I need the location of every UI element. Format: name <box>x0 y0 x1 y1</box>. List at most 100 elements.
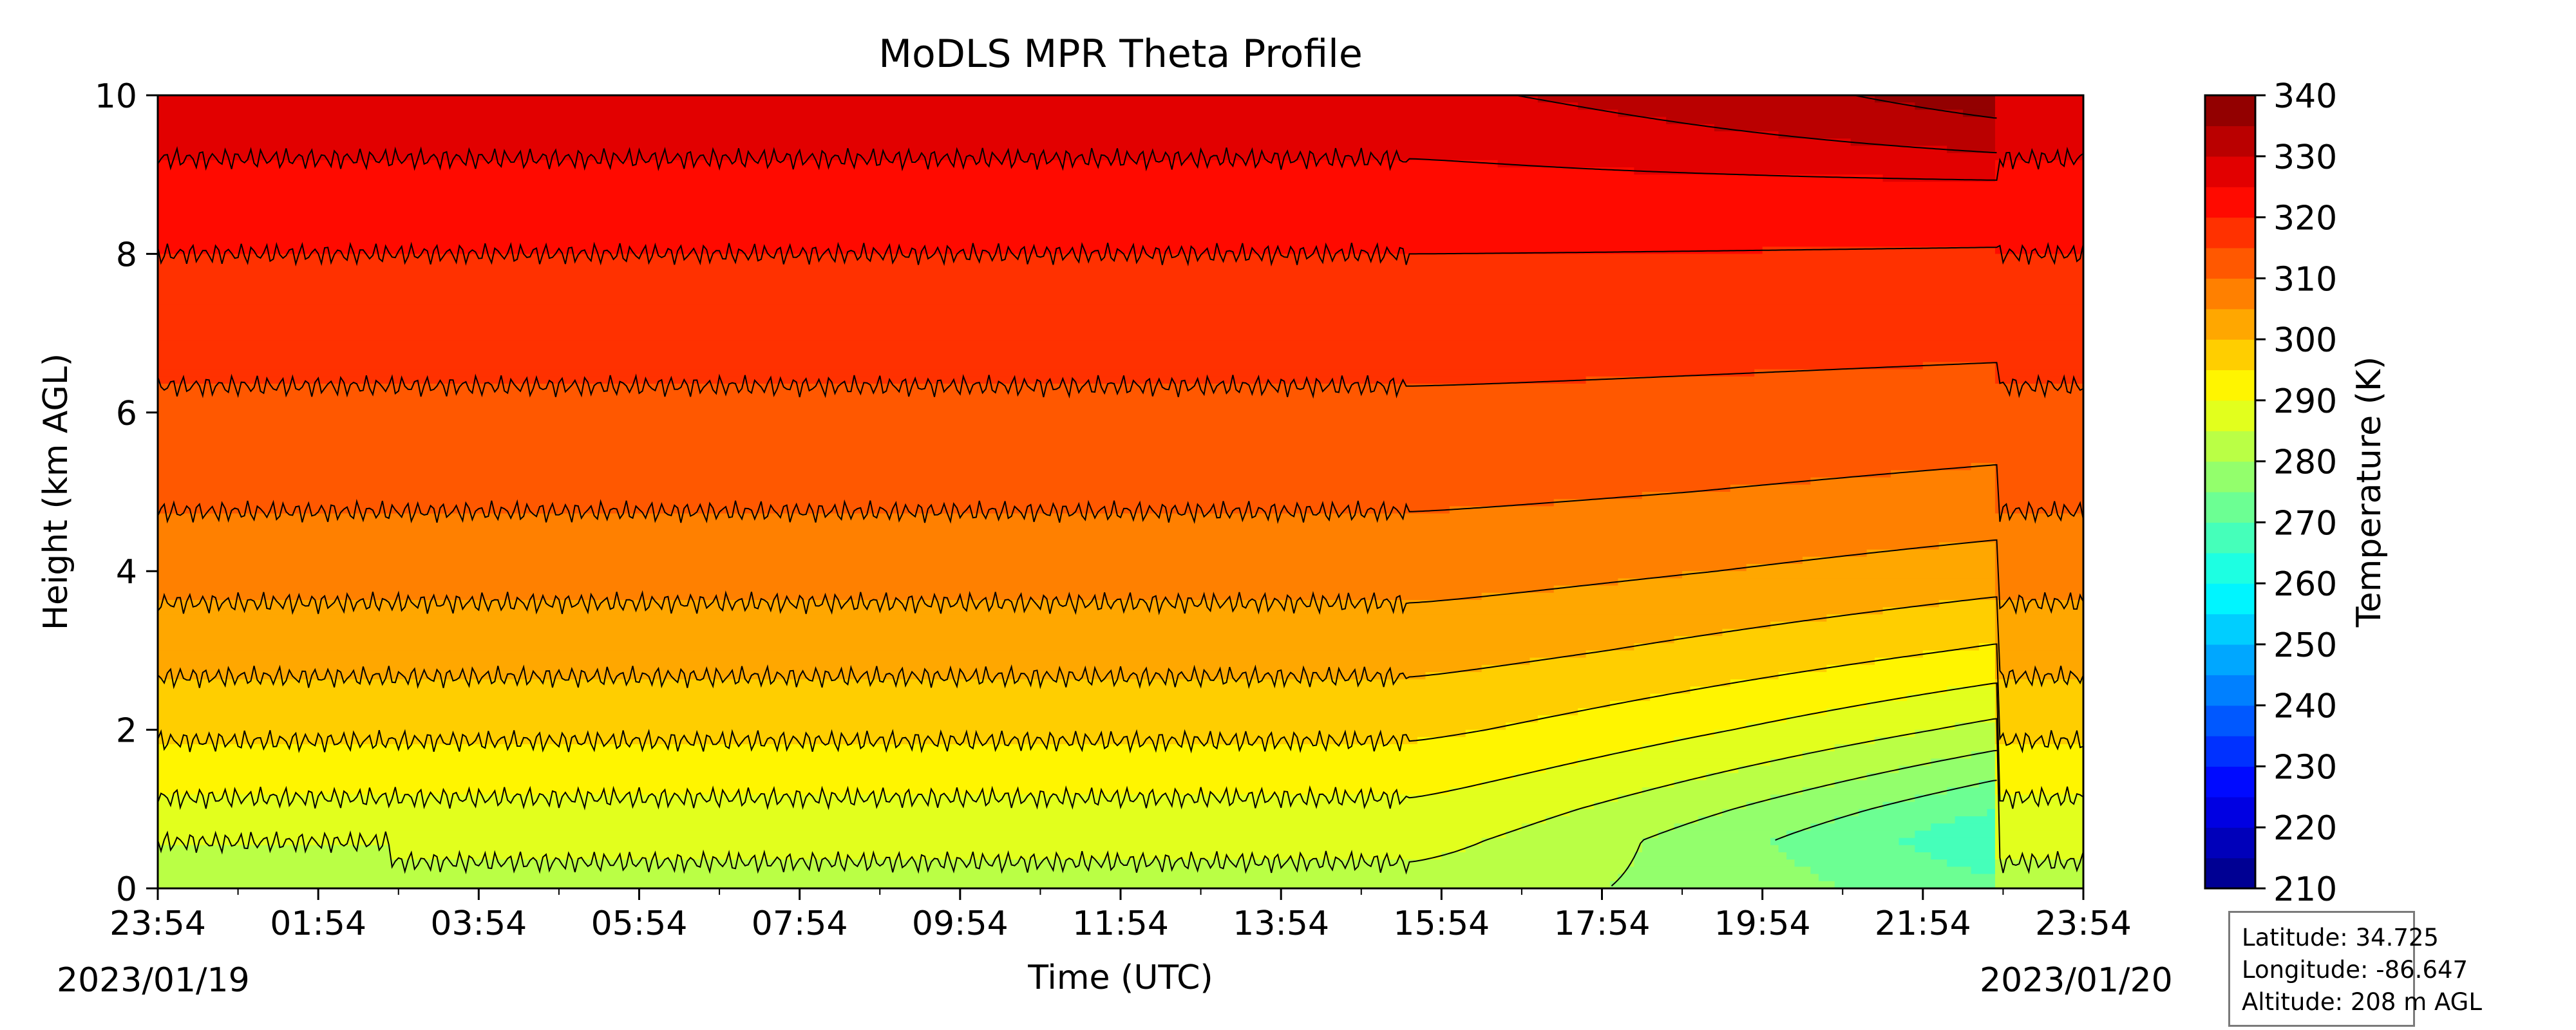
field-cell <box>1994 138 2083 147</box>
altitude-text: Altitude: 208 m AGL <box>2242 988 2482 1016</box>
field-cell <box>390 845 1466 853</box>
field-cell <box>158 131 1779 139</box>
field-cell <box>1802 556 1996 565</box>
field-cell <box>1994 643 2083 651</box>
field-cell <box>1994 499 2083 507</box>
colorbar-bin <box>2205 370 2255 401</box>
x-tick-label: 23:54 <box>109 904 206 943</box>
field-cell <box>1706 772 1868 781</box>
field-cell <box>158 650 1587 659</box>
field-cell <box>158 434 2083 442</box>
field-cell <box>158 686 1691 695</box>
field-cell <box>158 722 1506 731</box>
field-cell <box>1553 585 1996 594</box>
field-cell <box>158 333 2083 341</box>
x-tick-label: 17:54 <box>1554 904 1651 943</box>
field-cell <box>1882 801 1996 810</box>
field-cell <box>1850 138 1996 147</box>
latitude-text: Latitude: 34.725 <box>2242 924 2439 951</box>
field-cell <box>158 823 1522 832</box>
field-cell <box>158 636 1675 644</box>
field-cell <box>1625 866 1812 875</box>
field-cell <box>1642 845 1779 853</box>
colorbar-bin <box>2205 522 2255 554</box>
theta-field <box>158 95 2083 888</box>
field-cell <box>158 881 1611 888</box>
field-cell <box>1642 787 1803 796</box>
field-cell <box>1497 160 1996 168</box>
x-tick-label: 13:54 <box>1233 904 1329 943</box>
field-cell <box>1810 866 1972 875</box>
field-cell <box>158 319 2083 327</box>
field-cell <box>158 664 1482 673</box>
field-cell <box>1609 700 1868 709</box>
field-cell <box>1674 636 1996 644</box>
contour-line-300 <box>158 596 2083 689</box>
field-cell <box>1537 715 1787 724</box>
field-cell <box>158 405 2083 413</box>
field-cell <box>1915 794 1996 803</box>
field-cell <box>158 448 2083 456</box>
field-cell <box>1826 708 1996 716</box>
field-cell <box>1658 830 1787 839</box>
field-cell <box>158 657 1531 666</box>
field-cell <box>158 124 1715 132</box>
field-cell <box>1987 809 1996 817</box>
field-cell <box>1642 744 1835 752</box>
field-cell <box>1994 729 2083 738</box>
field-cell <box>1650 693 1908 702</box>
field-cell <box>1786 715 1996 724</box>
field-cell <box>158 427 2083 435</box>
field-cell <box>1938 600 1996 608</box>
field-cell <box>1994 830 2083 839</box>
colorbar-tick-label: 250 <box>2273 626 2337 665</box>
colorbar-tick-label: 240 <box>2273 688 2337 726</box>
field-cell <box>158 276 2083 283</box>
field-cell <box>1938 542 1996 550</box>
field-cell <box>1802 787 1948 796</box>
field-cell <box>1578 758 1771 767</box>
field-cell <box>158 484 1731 492</box>
colorbar: 210 220 230 240 250 260 270 280 290 300 310 320 330 3… <box>2204 77 2337 909</box>
x-tick-label: 05:54 <box>591 904 688 943</box>
field-cell <box>158 355 2083 363</box>
field-cell <box>158 614 1828 623</box>
field-cell <box>1906 693 1996 702</box>
colorbar-label: Temperature (K) <box>2350 357 2389 628</box>
colorbar-bin <box>2205 217 2255 248</box>
field-cell <box>158 672 1426 680</box>
field-cell <box>1915 102 1996 111</box>
field-cell <box>158 556 1803 565</box>
field-cell <box>158 816 1547 824</box>
field-cell <box>158 765 1547 774</box>
field-cell <box>1866 700 1996 709</box>
field-cell <box>158 182 2083 190</box>
field-cell <box>1994 362 2083 370</box>
colorbar-bin <box>2205 736 2255 767</box>
colorbar-bin <box>2205 675 2255 706</box>
field-cell <box>1994 117 2083 125</box>
field-cell <box>158 117 1667 125</box>
colorbar-bin <box>2205 431 2255 462</box>
field-cell <box>1778 672 1996 680</box>
plot-area <box>158 95 2083 888</box>
field-cell <box>1770 621 1996 630</box>
field-cell <box>1882 607 1996 615</box>
field-cell <box>1915 845 1996 853</box>
field-cell <box>1714 729 1916 738</box>
field-cell <box>158 304 2083 312</box>
field-cell <box>1947 787 1996 796</box>
field-cell <box>1506 830 1659 839</box>
y-tick-label: 8 <box>116 236 137 274</box>
field-cell <box>158 463 1972 471</box>
field-cell <box>1634 859 1795 868</box>
field-cell <box>1698 816 1835 824</box>
field-cell <box>158 772 1515 781</box>
field-cell <box>1922 362 1996 370</box>
field-cell <box>1449 506 1996 514</box>
field-cell <box>158 621 1771 630</box>
field-cell <box>1449 787 1643 796</box>
field-cell <box>158 109 1619 118</box>
field-cell <box>158 520 2083 529</box>
colorbar-bin <box>2205 583 2255 615</box>
